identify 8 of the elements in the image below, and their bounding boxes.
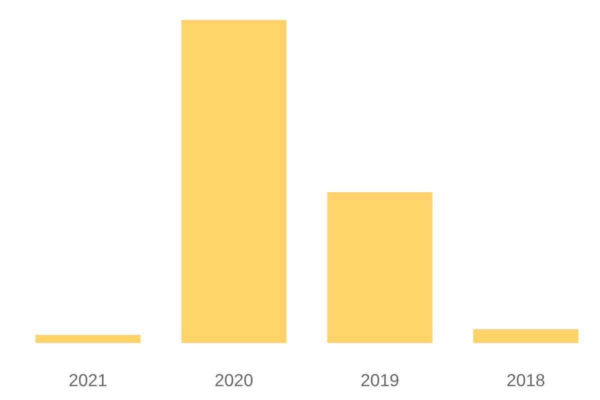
x-tick-label: 2021 — [70, 374, 106, 386]
bar — [327, 192, 432, 343]
bar — [35, 334, 141, 343]
x-tick-label: 2019 — [361, 374, 398, 386]
x-tick-label: 2018 — [507, 374, 544, 386]
x-tick-label: 2020 — [215, 374, 253, 386]
bar — [473, 329, 578, 343]
bar — [181, 20, 286, 343]
